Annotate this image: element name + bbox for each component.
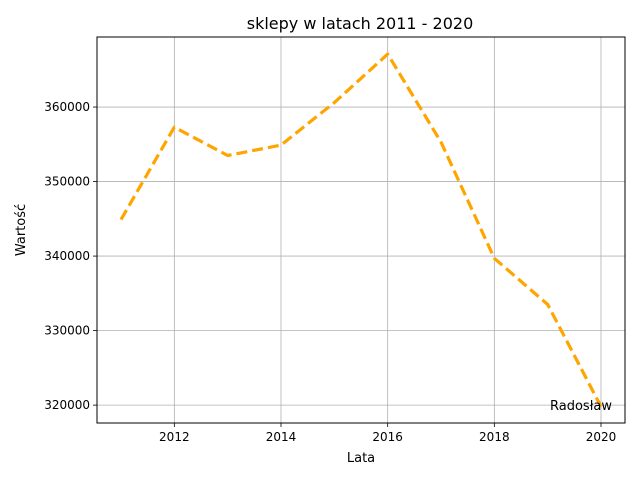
x-tick-label: 2012 [159,430,190,444]
x-tick-label: 2014 [266,430,297,444]
series-layer [119,52,603,408]
x-tick-label: 2020 [586,430,617,444]
grid [97,37,625,423]
plot-frame [96,36,626,424]
chart-title: sklepy w latach 2011 - 2020 [247,14,474,33]
series-line [119,52,603,408]
y-axis-label: Wartość [14,204,29,256]
x-axis-label: Lata [347,451,375,466]
y-tick-label: 320000 [44,398,90,412]
y-axis: 320000 330000 340000 350000 360000 [44,100,97,412]
y-tick-label: 350000 [44,175,90,189]
y-tick-label: 360000 [44,100,90,114]
y-tick-label: 330000 [44,324,90,338]
annotation-text: Radosław [550,399,612,414]
x-tick-label: 2018 [479,430,510,444]
x-tick-label: 2016 [372,430,403,444]
y-tick-label: 340000 [44,249,90,263]
x-axis: 2012 2014 2016 2018 2020 [159,423,616,444]
